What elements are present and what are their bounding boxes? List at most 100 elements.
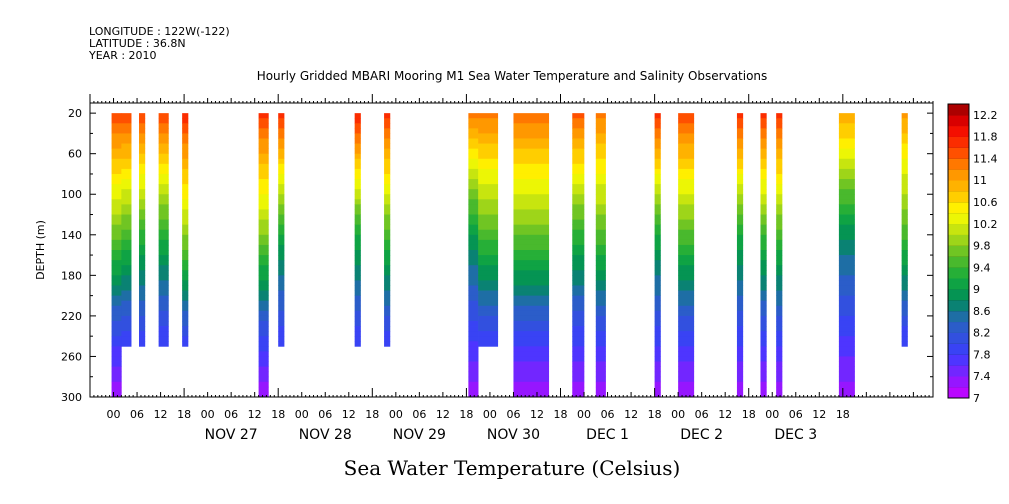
x-tick-label: 06 — [318, 408, 332, 421]
data-cell — [654, 391, 661, 398]
data-cell — [121, 336, 132, 342]
data-cell — [654, 138, 661, 144]
data-cell — [736, 300, 744, 307]
data-cell — [182, 331, 189, 337]
data-cell — [760, 118, 767, 124]
data-cell — [468, 250, 479, 256]
data-cell — [760, 209, 767, 215]
data-cell — [776, 290, 783, 297]
data-cell — [478, 168, 499, 175]
data-cell — [776, 219, 783, 226]
data-cell — [901, 224, 908, 231]
data-cell — [468, 118, 479, 124]
data-cell — [182, 194, 189, 200]
data-cell — [384, 229, 391, 236]
data-cell — [158, 331, 169, 337]
data-cell — [139, 250, 146, 256]
data-cell — [354, 260, 361, 266]
data-cell — [776, 381, 783, 388]
data-cell — [111, 310, 122, 317]
data-cell — [654, 224, 661, 231]
data-cell — [595, 356, 606, 362]
data-cell — [678, 128, 695, 134]
data-cell — [182, 148, 189, 155]
data-cell — [278, 113, 285, 119]
data-cell — [901, 118, 908, 124]
data-cell — [258, 250, 269, 256]
x-day-label: NOV 30 — [487, 427, 540, 443]
data-cell — [838, 128, 855, 134]
data-cell — [258, 331, 269, 337]
data-cell — [158, 133, 169, 139]
data-cell — [182, 163, 189, 170]
data-cell — [468, 265, 479, 271]
data-cell — [354, 194, 361, 200]
data-cell — [838, 199, 855, 205]
data-cell — [513, 386, 550, 393]
colorbar-band — [948, 147, 969, 159]
data-cell — [384, 158, 391, 165]
data-cell — [678, 189, 695, 195]
data-cell — [776, 386, 783, 393]
data-cell — [258, 366, 269, 373]
data-cell — [678, 163, 695, 170]
data-cell — [111, 118, 122, 124]
data-cell — [513, 133, 550, 139]
data-cell — [182, 224, 189, 231]
data-cell — [654, 310, 661, 317]
data-cell — [654, 204, 661, 210]
data-cell — [678, 184, 695, 190]
y-tick-label: 140 — [61, 229, 82, 242]
data-cell — [838, 189, 855, 195]
data-cell — [838, 163, 855, 170]
data-cell — [572, 356, 585, 362]
data-cell — [478, 173, 499, 180]
data-cell — [121, 244, 132, 251]
data-cell — [736, 260, 744, 266]
data-cell — [901, 310, 908, 317]
data-cell — [478, 341, 499, 347]
data-cell — [354, 250, 361, 256]
data-cell — [384, 168, 391, 175]
data-cell — [478, 310, 499, 317]
data-cell — [258, 113, 269, 119]
data-cell — [258, 179, 269, 185]
data-cell — [760, 163, 767, 170]
data-cell — [158, 204, 169, 210]
data-cell — [595, 295, 606, 302]
data-cell — [776, 260, 783, 266]
data-cell — [139, 290, 146, 297]
data-cell — [111, 351, 122, 357]
data-cell — [158, 158, 169, 165]
data-cell — [901, 341, 908, 347]
data-cell — [258, 341, 269, 347]
data-cell — [776, 199, 783, 205]
data-cell — [776, 184, 783, 190]
data-cell — [278, 163, 285, 170]
data-cell — [776, 331, 783, 337]
data-cell — [654, 346, 661, 352]
data-cell — [760, 260, 767, 266]
data-cell — [838, 219, 855, 226]
data-cell — [838, 270, 855, 276]
data-cell — [139, 133, 146, 139]
data-cell — [258, 310, 269, 317]
data-cell — [384, 295, 391, 302]
data-cell — [654, 219, 661, 226]
data-cell — [838, 229, 855, 236]
data-cell — [760, 173, 767, 180]
data-cell — [258, 189, 269, 195]
data-cell — [258, 224, 269, 231]
data-cell — [278, 260, 285, 266]
data-cell — [572, 320, 585, 327]
data-cell — [776, 229, 783, 236]
year-label: YEAR : 2010 — [88, 49, 157, 62]
data-cell — [595, 331, 606, 337]
data-cell — [513, 290, 550, 297]
data-cell — [572, 118, 585, 124]
data-cell — [901, 204, 908, 210]
data-cell — [478, 239, 499, 246]
data-cell — [139, 173, 146, 180]
data-cell — [572, 209, 585, 215]
data-cell — [278, 229, 285, 236]
